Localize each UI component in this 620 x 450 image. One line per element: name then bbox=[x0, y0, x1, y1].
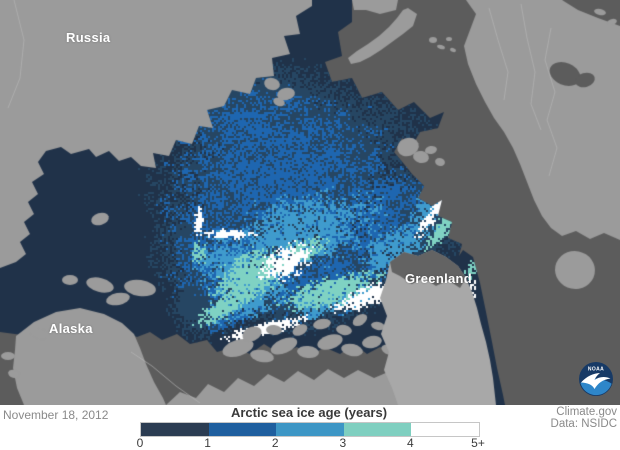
legend-tick-2: 2 bbox=[271, 436, 279, 450]
map-label-russia: Russia bbox=[66, 30, 111, 45]
noaa-logo: NOAA bbox=[579, 362, 613, 396]
legend-tick-5plus: 5+ bbox=[471, 436, 485, 450]
date-label: November 18, 2012 bbox=[3, 408, 109, 422]
legend-tick-3: 3 bbox=[339, 436, 347, 450]
arctic-map-canvas bbox=[0, 0, 620, 405]
footer-bar: November 18, 2012 Arctic sea ice age (ye… bbox=[0, 405, 620, 450]
attribution-data: Data: NSIDC bbox=[550, 418, 617, 430]
legend-segment-5plus bbox=[411, 423, 479, 436]
legend-color-scale bbox=[140, 422, 480, 437]
legend-segment-0-1yr bbox=[141, 423, 209, 436]
attribution-source: Climate.gov bbox=[556, 406, 617, 418]
legend-title: Arctic sea ice age (years) bbox=[230, 405, 388, 420]
legend-tick-0: 0 bbox=[136, 436, 144, 450]
legend-tick-1: 1 bbox=[204, 436, 211, 450]
legend-segment-2-3yr bbox=[276, 423, 344, 436]
arctic-map: Russia Alaska Greenland NOAA bbox=[0, 0, 620, 405]
map-label-greenland: Greenland bbox=[405, 271, 472, 286]
legend-tick-4: 4 bbox=[407, 436, 414, 450]
attribution: Climate.gov Data: NSIDC bbox=[551, 406, 617, 430]
legend-segment-1-2yr bbox=[208, 423, 277, 436]
legend-segment-3-4yr bbox=[343, 423, 412, 436]
noaa-seagull-icon bbox=[581, 373, 611, 389]
noaa-logo-text: NOAA bbox=[588, 367, 604, 373]
map-label-alaska: Alaska bbox=[49, 321, 93, 336]
